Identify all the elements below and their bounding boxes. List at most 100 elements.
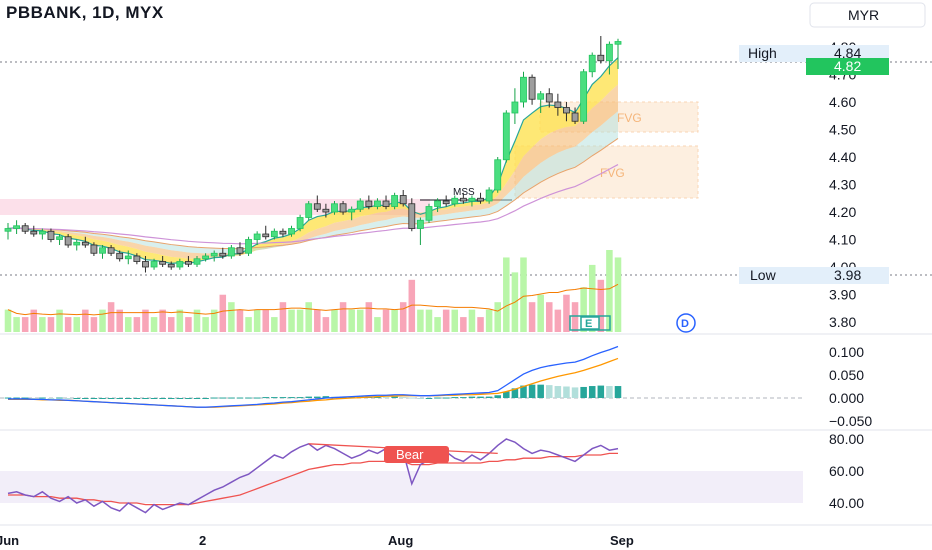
macd-histogram-bar xyxy=(185,398,192,399)
volume-bar xyxy=(228,302,235,332)
volume-bar xyxy=(142,309,149,332)
macd-histogram-bar xyxy=(374,396,381,398)
candle-body xyxy=(331,203,338,213)
candle-body xyxy=(339,203,347,213)
mss-label: MSS xyxy=(453,187,475,198)
macd-histogram-bar xyxy=(253,397,261,399)
macd-histogram-bar xyxy=(202,398,209,399)
volume-bar xyxy=(39,317,46,332)
volume-bar xyxy=(296,309,304,332)
macd-tick-label: −0.050 xyxy=(829,413,872,429)
candle-body xyxy=(279,230,287,235)
macd-histogram-bar xyxy=(64,398,72,399)
candle-body xyxy=(374,200,381,207)
volume-bar xyxy=(133,317,141,332)
candle-body xyxy=(56,236,63,240)
macd-histogram-bar xyxy=(219,397,227,399)
macd-histogram-bar xyxy=(176,398,184,399)
candle-body xyxy=(365,200,373,207)
volume-bar xyxy=(417,309,424,332)
currency-button[interactable]: MYR xyxy=(809,2,926,28)
volume-bar xyxy=(245,317,252,332)
candle-body xyxy=(468,197,476,202)
candle-body xyxy=(571,112,579,122)
volume-bar xyxy=(202,317,209,332)
current-price-tag: 4.82 xyxy=(806,58,889,75)
macd-histogram-bar xyxy=(597,385,605,398)
candle-body xyxy=(227,247,235,257)
chart-title: PBBANK, 1D, MYX xyxy=(6,3,164,22)
candle-body xyxy=(133,255,141,262)
volume-bar xyxy=(210,309,218,332)
volume-bar xyxy=(150,317,158,332)
candle-body xyxy=(614,41,622,45)
candle-body xyxy=(520,76,527,103)
macd-histogram-bar xyxy=(511,388,519,398)
macd-histogram-bar xyxy=(21,397,29,399)
candle-body xyxy=(416,219,424,229)
candle-body xyxy=(554,101,562,108)
macd-histogram-bar xyxy=(477,396,484,398)
rsi-line xyxy=(7,438,619,514)
candle-body xyxy=(588,54,596,73)
price-tick-label: 4.40 xyxy=(829,149,856,165)
dividend-marker[interactable]: D xyxy=(676,313,696,333)
high-tag-label: High xyxy=(748,45,777,61)
macd-histogram-bar xyxy=(228,397,235,399)
volume-bar xyxy=(588,264,596,332)
volume-bar xyxy=(528,302,536,332)
macd-tick-label: 0.050 xyxy=(829,367,864,383)
candle-body xyxy=(477,197,484,202)
earnings-label: E xyxy=(585,318,592,330)
volume-bar xyxy=(21,317,29,332)
candle-body xyxy=(391,195,399,207)
candle-body xyxy=(494,159,502,191)
rsi-tick-label: 40.00 xyxy=(829,495,864,511)
volume-bar xyxy=(425,309,433,332)
x-tick-label: Jun xyxy=(0,533,19,548)
candle-body xyxy=(90,244,98,254)
volume-bar xyxy=(339,302,347,332)
macd-histogram-bar xyxy=(133,398,141,399)
candle-body xyxy=(116,252,124,260)
current-price-value: 4.82 xyxy=(834,58,861,74)
macd-histogram-bar xyxy=(288,397,295,399)
volume-bar xyxy=(159,309,166,332)
macd-histogram-bar xyxy=(262,397,270,399)
macd-histogram-bar xyxy=(348,396,355,398)
x-tick-label: 2 xyxy=(199,533,206,548)
volume-bar xyxy=(546,302,553,332)
volume-bar xyxy=(64,317,72,332)
volume-bar xyxy=(451,309,459,332)
fvg-label-lower: FVG xyxy=(600,166,625,180)
candle-body xyxy=(563,107,570,114)
volume-bar xyxy=(193,309,201,332)
candle-body xyxy=(167,263,175,268)
high-tag-value: 4.84 xyxy=(834,45,861,61)
volume-bar xyxy=(219,294,227,332)
candle-body xyxy=(73,241,81,246)
macd-histogram-bar xyxy=(588,386,596,398)
macd-histogram-bar xyxy=(382,397,390,399)
candle-body xyxy=(176,261,184,268)
macd-line xyxy=(8,345,619,408)
earnings-marker[interactable]: E xyxy=(569,315,611,331)
volume-bar xyxy=(537,294,544,332)
candle-body xyxy=(245,239,252,254)
macd-histogram-bar xyxy=(494,395,501,398)
volume-bar xyxy=(434,317,441,332)
high-tag: High 4.84 xyxy=(739,45,889,62)
volume-bar xyxy=(116,309,123,332)
price-tick-label: 3.90 xyxy=(829,287,856,303)
macd-histogram-bar xyxy=(571,387,579,398)
x-tick-label: Sep xyxy=(610,533,634,548)
macd-histogram-bar xyxy=(193,398,201,399)
rsi-tick-label: 60.00 xyxy=(829,463,864,479)
macd-histogram-bar xyxy=(503,391,510,398)
bear-divergence-label: Bear xyxy=(384,446,449,463)
rsi-ma-line xyxy=(8,452,618,506)
volume-bar xyxy=(305,302,312,332)
candle-body xyxy=(64,236,72,246)
candle-body xyxy=(81,241,89,246)
